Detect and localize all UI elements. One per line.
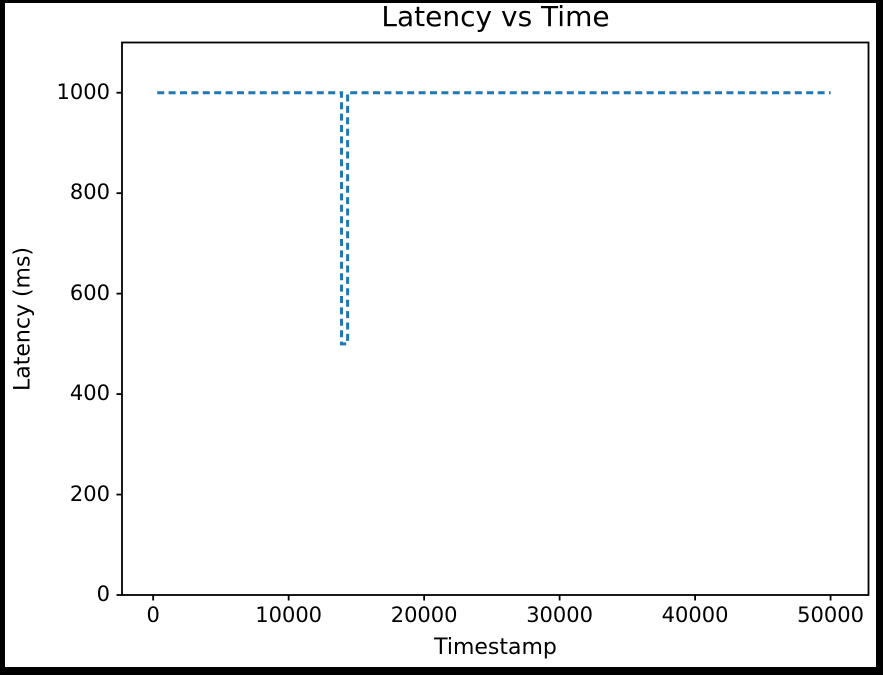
- y-tick-label: 600: [69, 280, 110, 305]
- chart-figure: Latency vs Time Latency (ms) 0 10000 20000…: [5, 0, 876, 667]
- x-axis-label: Timestamp: [434, 635, 557, 660]
- y-tick-label: 400: [69, 381, 110, 406]
- x-tick-label: 20000: [390, 603, 458, 627]
- chart-title: Latency vs Time: [381, 0, 610, 33]
- x-tick-label: 0: [146, 603, 160, 627]
- series-line-latency: [157, 91, 831, 346]
- chart-canvas: [116, 41, 870, 601]
- x-tick-label: 40000: [661, 603, 729, 627]
- x-tick-label: 10000: [255, 603, 323, 627]
- x-tick-label: 50000: [797, 603, 864, 627]
- x-tick-label: 30000: [526, 603, 593, 627]
- y-tick-label: 0: [96, 581, 110, 606]
- y-tick-label: 800: [69, 180, 110, 205]
- plot-area-border: [121, 41, 870, 596]
- y-tick-label: 1000: [56, 79, 110, 104]
- y-tick-label: 200: [69, 481, 110, 506]
